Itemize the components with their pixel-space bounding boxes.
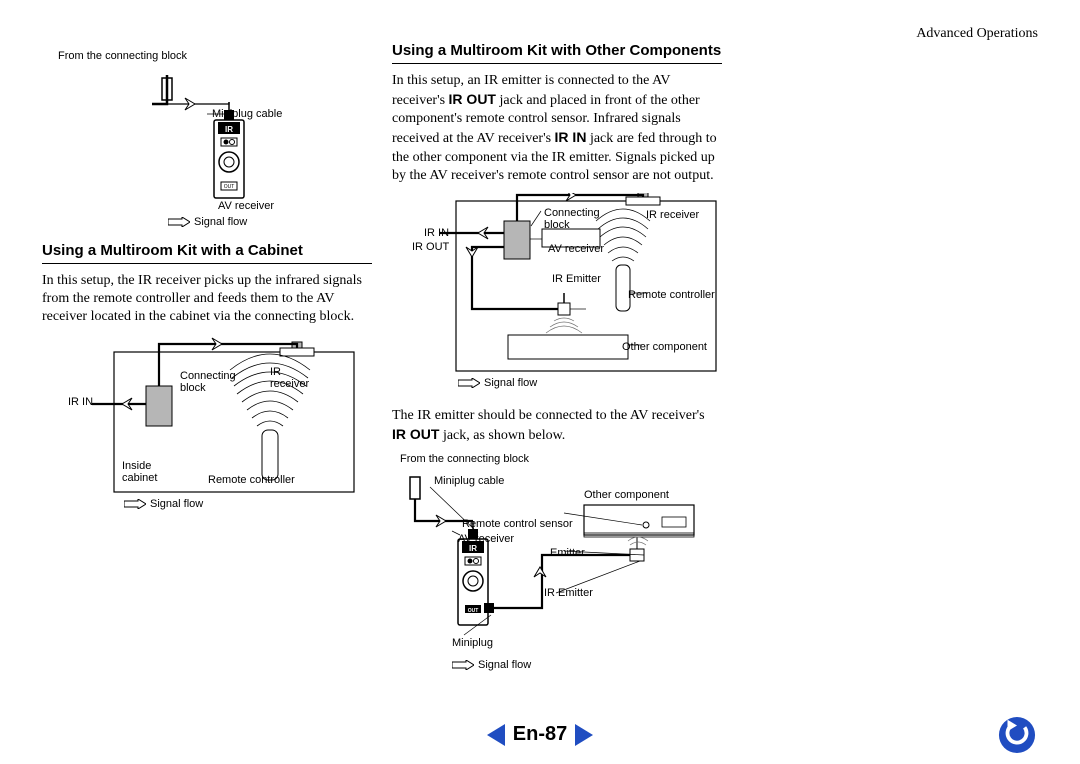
svg-text:IR: IR xyxy=(225,125,233,134)
label-emitter: Emitter xyxy=(550,547,585,559)
label-other-component: Other component xyxy=(622,341,707,353)
section-title-other: Using a Multiroom Kit with Other Compone… xyxy=(392,42,722,64)
next-page-icon[interactable] xyxy=(575,724,593,746)
signal-flow-icon xyxy=(168,217,190,227)
label-ir-out: IR OUT xyxy=(412,241,449,253)
figure-connecting-block: From the connecting block IR OUT xyxy=(42,50,372,230)
para-other-1: In this setup, an IR emitter is connecte… xyxy=(392,72,722,185)
page-number: En-87 xyxy=(513,723,567,746)
label-remote-control-sensor: Remote control sensor xyxy=(462,518,573,530)
prev-page-icon[interactable] xyxy=(487,724,505,746)
svg-text:OUT: OUT xyxy=(224,184,235,190)
label-miniplug-cable: Miniplug cable xyxy=(434,475,504,487)
figure-ir-out-connect: From the connecting block IR OUT xyxy=(392,453,722,673)
label-ir-receiver: IR receiver xyxy=(646,209,699,221)
label-remote-controller: Remote controller xyxy=(208,474,295,486)
svg-text:IR: IR xyxy=(469,544,477,553)
signal-flow-icon xyxy=(124,499,146,509)
section-title-cabinet: Using a Multiroom Kit with a Cabinet xyxy=(42,242,372,264)
label-ir-in: IR IN xyxy=(424,227,449,239)
label-connecting-block: Connecting block xyxy=(544,207,604,231)
label-from-connecting-block: From the connecting block xyxy=(58,50,187,62)
label-signal-flow: Signal flow xyxy=(484,377,537,389)
para-other-2: The IR emitter should be connected to th… xyxy=(392,407,722,445)
label-connecting-block: Connecting block xyxy=(180,370,240,394)
label-miniplug-cable: Miniplug cable xyxy=(212,108,282,120)
label-other-component: Other component xyxy=(584,489,669,501)
figure-other-block: IR IN IR OUT Connecting block IR receive… xyxy=(392,193,722,393)
svg-text:OUT: OUT xyxy=(468,608,479,614)
header-section: Advanced Operations xyxy=(916,26,1038,42)
label-signal-flow: Signal flow xyxy=(194,216,247,228)
label-remote-controller: Remote controller xyxy=(628,289,715,301)
label-signal-flow: Signal flow xyxy=(150,498,203,510)
signal-flow-icon xyxy=(452,660,474,670)
label-miniplug: Miniplug xyxy=(452,637,493,649)
label-ir-emitter: IR Emitter xyxy=(552,273,601,285)
label-av-receiver: AV receiver xyxy=(218,200,274,212)
label-ir-receiver: IR receiver xyxy=(270,366,312,390)
label-ir-emitter: IR Emitter xyxy=(544,587,593,599)
label-av-receiver: AV receiver xyxy=(458,533,514,545)
label-av-receiver: AV receiver xyxy=(548,243,604,255)
figure-cabinet: IR IN Connecting block IR receiver Insid… xyxy=(42,334,372,524)
page-nav: En-87 xyxy=(0,723,1080,746)
signal-flow-icon xyxy=(458,378,480,388)
label-inside-cabinet: Inside cabinet xyxy=(122,460,166,484)
label-signal-flow: Signal flow xyxy=(478,659,531,671)
return-icon[interactable] xyxy=(998,716,1036,754)
para-cabinet: In this setup, the IR receiver picks up … xyxy=(42,272,372,327)
label-ir-in: IR IN xyxy=(68,396,93,408)
